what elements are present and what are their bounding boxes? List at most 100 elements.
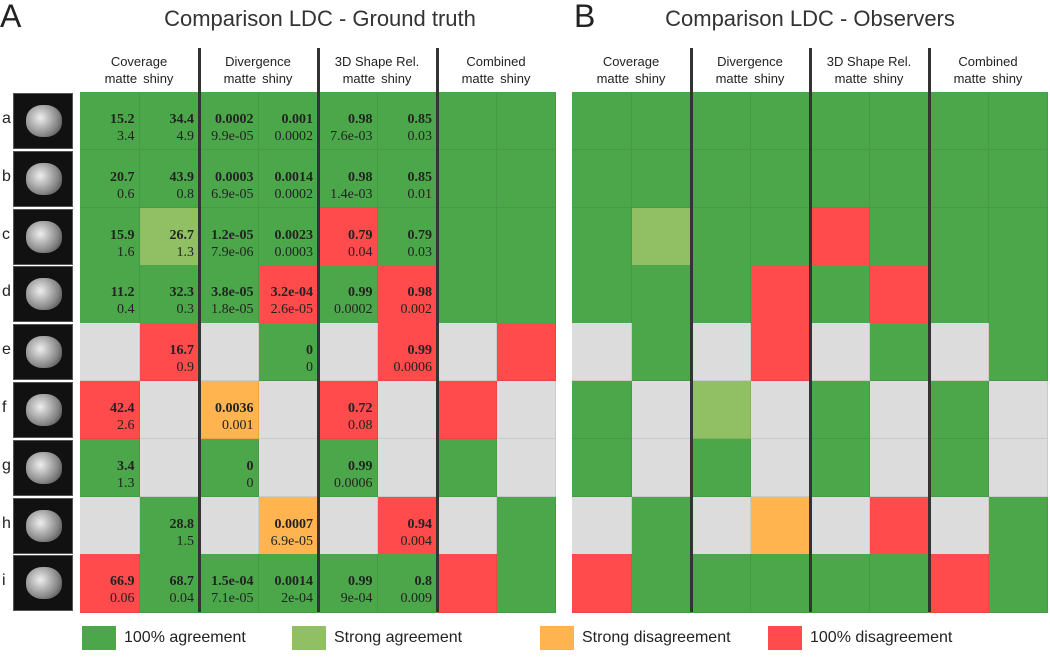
grid-cell [750, 92, 810, 151]
cell-mean: 0.79 [348, 227, 373, 243]
cell-mean: 0 [246, 458, 254, 474]
grid-cell [929, 554, 989, 613]
cell-deviation: 0.0002 [274, 129, 314, 144]
subheader-matte: matte [834, 71, 868, 86]
grid-cell [496, 323, 556, 382]
grid-cell: 43.9 0.8 [139, 149, 199, 209]
group-label: 3D Shape Rel. [826, 54, 912, 69]
object-thumbnail [13, 266, 73, 323]
grid-cell [572, 323, 632, 382]
cell-deviation: 0.3 [176, 302, 195, 318]
grid-cell [929, 381, 989, 440]
subheader-row: matte shiny [437, 70, 555, 87]
grid-cell [496, 149, 556, 209]
grid-cell: 28.8 1.5 [139, 496, 199, 555]
grid-cell [631, 92, 691, 151]
cell-mean: 1.5e-04 [211, 574, 254, 590]
grid-cell [258, 438, 318, 498]
grid-cell: 0.0002 9.9e-05 [199, 92, 259, 151]
subheader-shiny: shiny [635, 71, 666, 86]
subheader-shiny: shiny [381, 71, 412, 86]
cell-deviation: 0.04 [348, 244, 373, 260]
grid-cell [691, 438, 751, 498]
grid-cell [929, 438, 989, 498]
cell-mean: 3.4 [117, 458, 135, 474]
cell-deviation: 2e-04 [281, 591, 313, 607]
grid-cell [437, 265, 497, 324]
group-label: 3D Shape Rel. [334, 54, 420, 69]
cell-deviation: 0.0006 [393, 360, 433, 376]
cell-deviation: 0.03 [407, 244, 433, 260]
cell-deviation: 0.06 [110, 591, 135, 607]
cell-mean: 3.8e-05 [211, 285, 254, 301]
cell-deviation: 0.9 [176, 360, 195, 376]
grid-cell [199, 323, 259, 382]
grid-cell [691, 323, 751, 382]
column-group-header: Coverage matte shiny [572, 53, 690, 87]
legend-swatch [292, 626, 326, 650]
object-image [26, 509, 62, 542]
cell-deviation: 0.0006 [334, 475, 373, 491]
row-label: h [2, 514, 11, 532]
grid-cell [988, 438, 1048, 498]
grid-cell [750, 438, 810, 498]
grid-cell [80, 496, 140, 555]
grid-cell: 0.0003 6.9e-05 [199, 149, 259, 209]
grid-cell [750, 265, 810, 324]
subheader-matte: matte [461, 71, 495, 86]
cell-mean: 0.79 [407, 227, 433, 243]
grid-cell: 0.8 0.009 [377, 554, 437, 613]
cell-mean: 0.001 [281, 112, 314, 127]
grid-cell: 0.98 0.002 [377, 265, 437, 324]
column-group-header: Combined matte shiny [437, 53, 555, 87]
grid-cell: 42.4 2.6 [80, 381, 140, 440]
subheader-shiny: shiny [754, 71, 785, 86]
object-image [26, 394, 62, 426]
grid-cell [869, 554, 929, 613]
cell-mean: 28.8 [169, 516, 195, 532]
grid-cell [572, 381, 632, 440]
cell-mean: 0.0036 [215, 401, 254, 416]
subheader-matte: matte [104, 71, 138, 86]
row-label: d [2, 283, 11, 301]
grid-cell [750, 496, 810, 555]
cell-mean: 66.9 [110, 574, 135, 590]
cell-mean: 0.98 [348, 112, 373, 127]
cell-deviation: 7.1e-05 [211, 591, 254, 607]
cell-deviation: 0 [306, 360, 313, 376]
cell-deviation: 0.0003 [274, 244, 314, 260]
cell-deviation: 0.6 [117, 186, 135, 202]
cell-mean: 0.85 [407, 112, 433, 127]
grid-cell [377, 438, 437, 498]
grid-cell: 0.98 1.4e-03 [318, 149, 378, 209]
grid-cell [572, 496, 632, 555]
grid-cell [750, 149, 810, 209]
row-label: c [2, 225, 10, 243]
grid-cell [869, 92, 929, 151]
grid-cell [988, 92, 1048, 151]
legend-label: 100% agreement [124, 629, 246, 646]
cell-mean: 20.7 [110, 169, 135, 185]
grid-cell [318, 496, 378, 555]
grid-cell: 0.98 7.6e-03 [318, 92, 378, 151]
object-image [26, 162, 62, 195]
grid-cell [631, 149, 691, 209]
cell-mean: 1.2e-05 [211, 227, 254, 243]
cell-deviation: 7.9e-06 [211, 244, 254, 260]
grid-cell [691, 496, 751, 555]
group-divider [927, 48, 931, 612]
row-label: e [2, 341, 11, 359]
grid-cell [258, 381, 318, 440]
cell-deviation: 1.4e-03 [330, 186, 373, 202]
cell-deviation: 9.9e-05 [211, 129, 254, 144]
cell-mean: 0.0007 [274, 516, 314, 532]
column-group-header: 3D Shape Rel. matte shiny [318, 53, 436, 87]
grid-cell [572, 207, 632, 266]
object-image [26, 220, 62, 253]
cell-mean: 0.98 [407, 285, 433, 301]
grid-cell [631, 323, 691, 382]
cell-deviation: 7.6e-03 [330, 129, 373, 144]
column-group-header: Divergence matte shiny [199, 53, 317, 87]
legend-item: Strong disagreement [540, 626, 731, 650]
subheader-matte: matte [953, 71, 987, 86]
